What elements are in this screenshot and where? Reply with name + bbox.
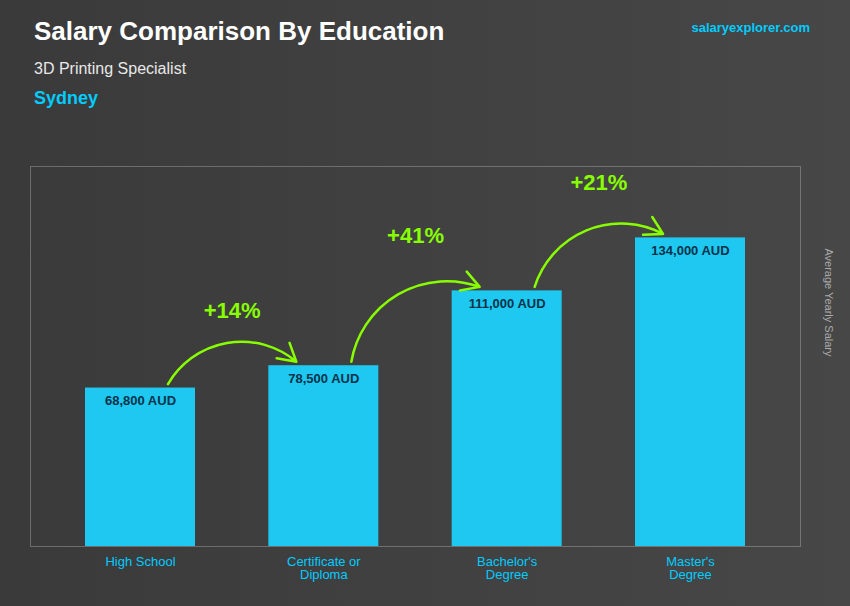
svg-text:+41%: +41% [387, 223, 444, 248]
svg-text:134,000 AUD: 134,000 AUD [651, 243, 729, 258]
html-text:salaryexplorer.com: salaryexplorer.com [691, 20, 810, 35]
svg-text:68,800 AUD: 68,800 AUD [105, 393, 176, 408]
svg-text:Master'sDegree: Master'sDegree [666, 554, 715, 582]
html-text:Salary Comparison By Education: Salary Comparison By Education [34, 16, 445, 46]
svg-text:Average Yearly Salary: Average Yearly Salary [823, 248, 835, 357]
svg-text:111,000 AUD: 111,000 AUD [469, 296, 546, 311]
svg-text:+21%: +21% [570, 170, 627, 195]
html-text:Sydney: Sydney [34, 88, 98, 108]
html-text:3D Printing Specialist: 3D Printing Specialist [34, 60, 187, 77]
svg-text:High School: High School [105, 554, 175, 569]
svg-text:78,500 AUD: 78,500 AUD [288, 371, 359, 386]
svg-text:+14%: +14% [204, 298, 261, 323]
svg-text:Bachelor'sDegree: Bachelor'sDegree [477, 554, 538, 582]
svg-text:Certificate orDiploma: Certificate orDiploma [287, 554, 361, 582]
